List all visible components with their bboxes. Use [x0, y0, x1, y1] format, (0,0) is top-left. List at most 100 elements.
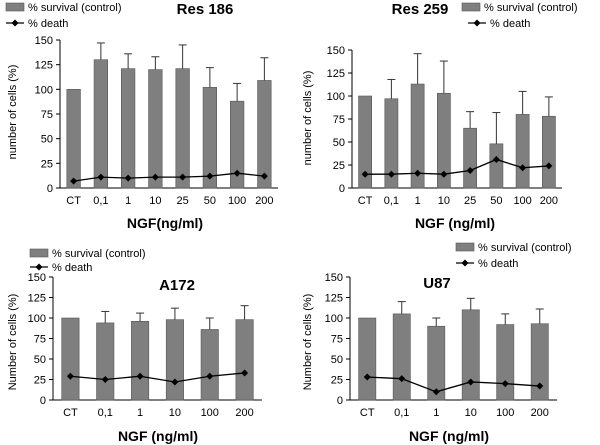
death-point — [206, 172, 214, 180]
bar — [542, 115, 556, 189]
legend-death-label: % death — [52, 262, 92, 274]
y-axis-label: number of cells (%) — [7, 65, 19, 160]
bar — [131, 320, 150, 401]
y-tick-label: 150 — [35, 35, 53, 47]
y-tick-label: 0 — [339, 183, 345, 195]
bar — [165, 319, 184, 401]
y-tick-label: 0 — [47, 183, 53, 195]
y-tick-label: 25 — [41, 158, 53, 170]
y-tick-label: 100 — [325, 313, 343, 325]
bar — [463, 127, 477, 189]
death-point — [179, 173, 187, 181]
chart-title: Res 259 — [392, 1, 449, 18]
x-tick-label: 0,1 — [98, 407, 113, 419]
death-point — [97, 173, 105, 181]
death-series-line — [73, 172, 265, 182]
x-tick-label: 200 — [255, 195, 273, 207]
death-point — [136, 372, 144, 380]
x-tick-label: 200 — [235, 407, 253, 419]
legend-bar-swatch — [461, 2, 481, 12]
bar — [121, 68, 136, 189]
death-point — [70, 177, 78, 185]
y-tick-label: 150 — [28, 272, 46, 284]
death-point — [361, 170, 369, 178]
bar — [496, 324, 515, 401]
plot-area: 0 25 50 75 100 125 150 CT 0,1 1 10 25 50 100 200 — [35, 35, 278, 207]
y-tick-label: 50 — [41, 134, 53, 146]
y-tick-label: 100 — [327, 91, 345, 103]
death-series-line — [365, 158, 549, 175]
x-tick-label: 10 — [465, 407, 477, 419]
death-point — [440, 170, 448, 178]
bar — [358, 95, 372, 189]
x-axis-label: NGF (ng/ml) — [415, 215, 495, 231]
legend-death-marker — [461, 259, 469, 267]
legend-death-marker — [11, 19, 19, 27]
bar — [235, 319, 254, 401]
y-tick-label: 75 — [331, 334, 343, 346]
y-axis-label: number of cells (%) — [302, 71, 314, 166]
y-tick-label: 125 — [327, 68, 345, 80]
chart-title: A172 — [159, 277, 195, 294]
y-tick-label: 50 — [333, 137, 345, 149]
panel-res186: % survival (control) % death Res 186 num… — [5, 1, 278, 231]
x-tick-label: 100 — [228, 195, 246, 207]
bar — [392, 313, 411, 401]
legend-death-label: % death — [490, 18, 530, 30]
y-tick-label: 0 — [337, 395, 343, 407]
chart-title: U87 — [423, 275, 451, 292]
x-tick-label: CT — [358, 195, 373, 207]
panel-a172: % survival (control) % death A172 Number… — [7, 248, 262, 444]
y-tick-label: 100 — [35, 84, 53, 96]
x-tick-label: 100 — [201, 407, 219, 419]
death-point — [466, 167, 474, 175]
death-point — [206, 372, 214, 380]
x-tick-label: 10 — [149, 195, 161, 207]
death-point — [124, 174, 132, 182]
x-tick-label: 1 — [125, 195, 131, 207]
death-point — [387, 170, 395, 178]
x-tick-label: 10 — [169, 407, 181, 419]
x-tick-label: 1 — [433, 407, 439, 419]
y-axis-label: Number of cells (%) — [302, 294, 314, 391]
y-tick-label: 150 — [325, 272, 343, 284]
bar — [200, 329, 219, 401]
x-tick-label: 50 — [204, 195, 216, 207]
death-point — [414, 169, 422, 177]
bar — [489, 143, 504, 189]
x-tick-label: 0,1 — [394, 407, 409, 419]
bar — [358, 317, 377, 401]
x-tick-label: 1 — [137, 407, 143, 419]
y-tick-label: 25 — [333, 160, 345, 172]
bar — [96, 322, 115, 401]
x-tick-label: CT — [360, 407, 375, 419]
legend-death-label: % death — [478, 258, 518, 270]
legend-bar-swatch — [455, 242, 475, 252]
y-tick-label: 75 — [333, 114, 345, 126]
death-series-line — [367, 376, 540, 393]
bar — [515, 114, 530, 189]
x-tick-label: 25 — [464, 195, 476, 207]
legend-death-marker — [473, 19, 481, 27]
death-point — [241, 369, 249, 377]
x-tick-label: 0,1 — [384, 195, 399, 207]
legend-survival-label: % survival (control) — [484, 2, 578, 14]
x-tick-label: 200 — [540, 195, 558, 207]
y-tick-label: 50 — [331, 354, 343, 366]
chart-title: Res 186 — [177, 1, 234, 18]
bar — [148, 69, 163, 189]
bar — [66, 89, 81, 189]
bar — [93, 59, 108, 189]
death-point — [545, 162, 553, 170]
death-point — [519, 164, 527, 172]
y-axis-label: Number of cells (%) — [7, 294, 19, 391]
x-tick-label: 100 — [496, 407, 514, 419]
legend-survival-label: % survival (control) — [28, 2, 122, 14]
x-axis-label: NGF (ng/ml) — [118, 428, 198, 444]
death-point — [501, 380, 509, 388]
y-tick-label: 125 — [28, 293, 46, 305]
x-tick-label: 1 — [415, 195, 421, 207]
plot-area: 0 25 50 75 100 125 150 CT 0,1 1 10 25 50 100 200 — [327, 45, 562, 207]
death-point — [363, 373, 371, 381]
